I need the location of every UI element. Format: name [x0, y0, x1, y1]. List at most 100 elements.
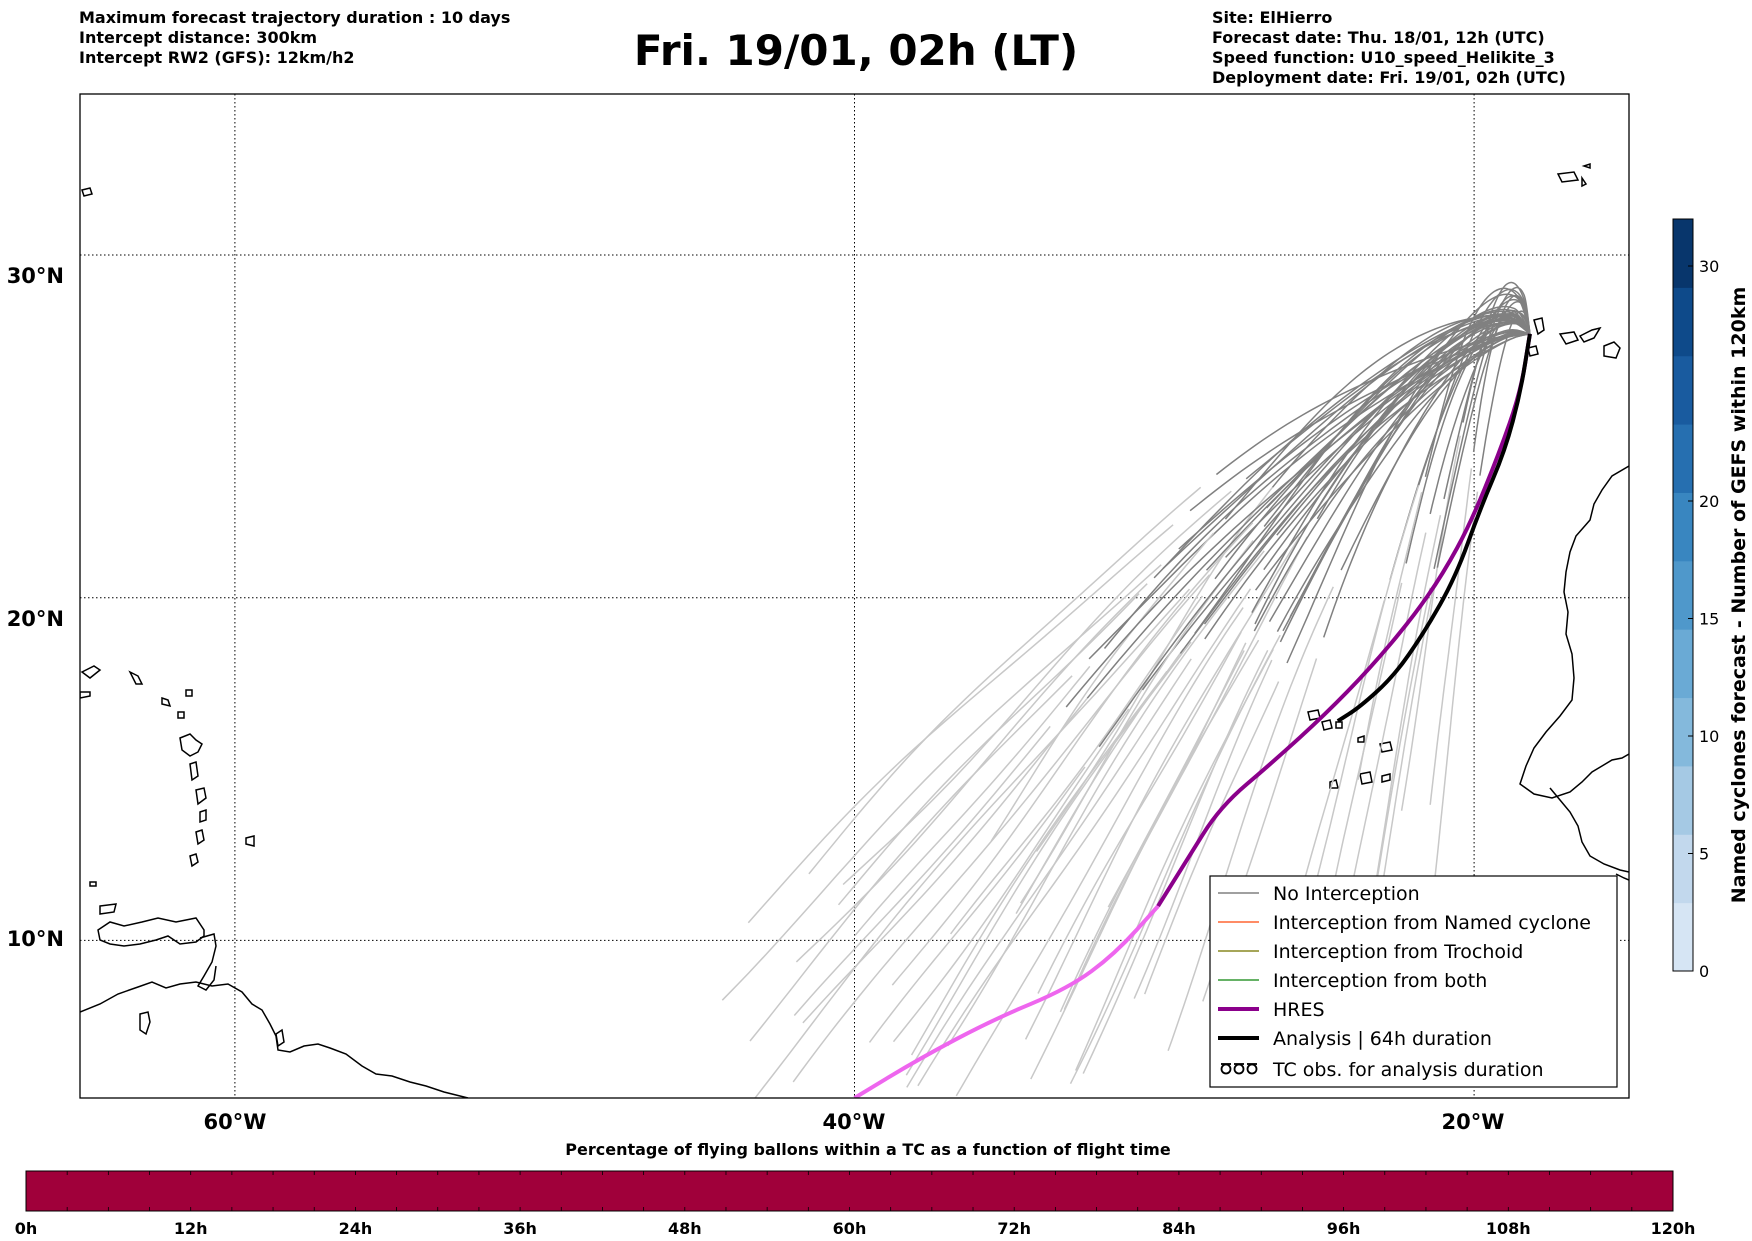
colorbar-band [1673, 287, 1693, 357]
coastline-venezuela-islands [97, 917, 205, 947]
coastline-capeverde [1329, 779, 1339, 789]
legend-label-both: Interception from both [1273, 970, 1487, 992]
colorbar-band [1673, 355, 1693, 425]
trajectory-line [1086, 317, 1531, 699]
map-title: Fri. 19/01, 02h (LT) [633, 26, 1079, 75]
coastline-antilles [81, 187, 93, 197]
coastline-antilles [177, 711, 185, 719]
lon-label-20w: 20°W [1442, 1110, 1505, 1134]
flight-time-tick-label: 72h [997, 1219, 1031, 1238]
late-trajectory-line [1143, 681, 1280, 995]
coastline-canary [1527, 345, 1539, 357]
longitude-labels: 60°W 40°W 20°W [204, 1110, 1505, 1134]
trajectory-line [1225, 329, 1531, 558]
colorbar-label: Named cyclones forecast - Number of GEFS… [1728, 287, 1750, 904]
late-trajectory-line [793, 725, 1051, 1016]
colorbar-ticks: 0 5 10 15 20 30 [1688, 257, 1719, 981]
trajectory-line [1433, 286, 1531, 569]
coastline-antilles [128, 670, 144, 685]
coastline-capeverde [1359, 771, 1373, 785]
flight-time-bar-fill [25, 1170, 1674, 1212]
coastline-canary [1558, 331, 1580, 345]
late-trajectory-line [1400, 435, 1461, 811]
trajectory-line [1253, 332, 1530, 632]
coastline-antilles [99, 903, 117, 915]
late-trajectory-line [947, 550, 1265, 1047]
coastlines [80, 162, 1629, 1098]
forecast-parameters: Maximum forecast trajectory duration : 1… [79, 8, 510, 68]
flight-time-tick-label: 48h [668, 1219, 702, 1238]
late-trajectory-line [1167, 586, 1334, 1052]
coastline-canary [1533, 317, 1545, 336]
late-trajectory-line [837, 593, 1140, 906]
trajectory-line [1251, 305, 1531, 613]
late-trajectory-line [1037, 631, 1242, 994]
colorbar-tick-label: 10 [1699, 727, 1719, 746]
late-trajectory-line [990, 532, 1215, 842]
colorbar-band [1673, 219, 1693, 288]
coastline-trinidad [196, 933, 217, 991]
hres-track [1156, 333, 1532, 908]
colorbar-band [1673, 629, 1693, 699]
coastline-antilles [161, 696, 172, 708]
colorbar-tick-label: 5 [1699, 845, 1709, 864]
late-trajectory-line [892, 708, 1130, 1043]
legend-label-hres: HRES [1273, 999, 1325, 1021]
late-trajectory-line [1364, 515, 1442, 946]
flight-time-tick-label: 108h [1486, 1219, 1531, 1238]
latitude-labels: 30°N 20°N 10°N [7, 264, 64, 951]
late-trajectory-line [1030, 639, 1260, 1080]
trajectory-line [1279, 317, 1531, 643]
coastline-capeverde [1321, 719, 1333, 731]
trajectory-line [1203, 332, 1530, 625]
coastline-antilles [179, 733, 203, 757]
trajectories [721, 281, 1532, 1098]
hres-track-late [853, 904, 1160, 1098]
late-trajectory-line [1075, 649, 1274, 1071]
colorbar-bands [1673, 219, 1693, 972]
trajectory-line [1462, 281, 1531, 423]
colorbar-band [1673, 424, 1693, 493]
flight-time-bar-title: Percentage of flying ballons within a TC… [565, 1140, 1171, 1159]
colorbar-tick-label: 0 [1699, 962, 1709, 981]
late-trajectory-line [792, 574, 1211, 1083]
colorbar-tick-label: 30 [1699, 257, 1719, 276]
lat-label-30: 30°N [7, 264, 64, 288]
coastline-madeira [1581, 175, 1588, 188]
trajectory-line [1276, 332, 1530, 536]
trajectory-line [1322, 322, 1531, 638]
late-trajectory-line [795, 583, 1148, 963]
colorbar-band [1673, 697, 1693, 767]
colorbar-band [1673, 765, 1693, 835]
legend-label-named-cyclone: Interception from Named cyclone [1273, 912, 1591, 934]
trajectory-line [1436, 300, 1531, 568]
coastline-south-america [80, 981, 469, 1098]
coastline-africa [1519, 465, 1629, 799]
late-trajectory-line [749, 675, 1073, 1042]
colorbar-frame [1672, 218, 1694, 972]
colorbar-band [1673, 834, 1693, 904]
coastline-antilles [199, 808, 207, 824]
legend-label-analysis: Analysis | 64h duration [1273, 1028, 1492, 1050]
late-trajectory-line [891, 522, 1254, 986]
site-parameters: Site: ElHierro Forecast date: Thu. 18/01… [1212, 8, 1566, 88]
trajectory-line [1224, 315, 1531, 520]
colorbar-band [1673, 902, 1693, 972]
trajectory-line [1268, 320, 1531, 622]
flight-time-tick-label: 12h [174, 1219, 208, 1238]
trajectory-line [1103, 330, 1531, 649]
coastline-antilles [195, 787, 207, 806]
flight-time-tick-label: 24h [339, 1219, 373, 1238]
late-trajectory-line [1357, 492, 1423, 780]
late-trajectory-line [1082, 649, 1269, 1074]
coastline-antilles [80, 665, 102, 679]
colorbar-tick-label: 15 [1699, 610, 1719, 629]
late-trajectory-line [1024, 536, 1301, 1040]
coastline-island [275, 1028, 285, 1048]
coastline-antilles [80, 691, 91, 699]
coastline-island [139, 1011, 151, 1036]
param-line: Intercept RW2 (GFS): 12km/h2 [79, 48, 355, 67]
late-trajectory-line [905, 641, 1192, 1076]
coastline-canary [1603, 341, 1621, 359]
